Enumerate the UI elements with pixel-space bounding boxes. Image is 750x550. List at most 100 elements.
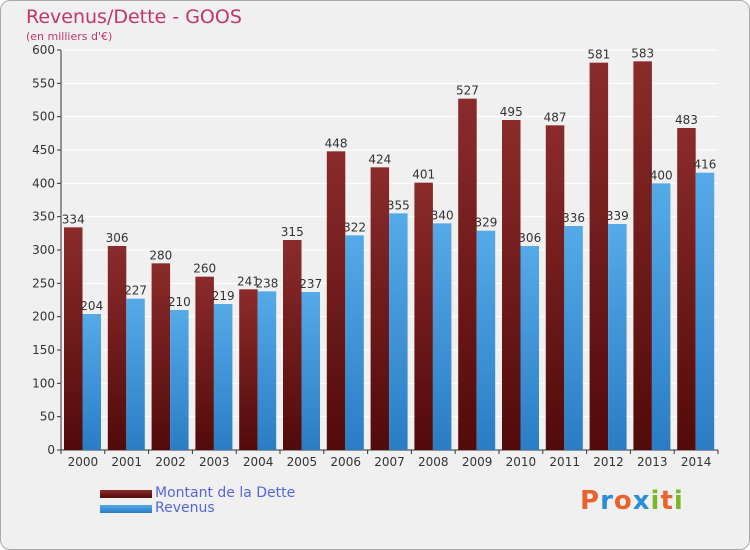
legend-label-dette: Montant de la Dette (155, 485, 296, 501)
y-tick-label: 0 (47, 443, 55, 457)
x-tick-label: 2002 (155, 455, 186, 469)
value-label-dette: 241 (237, 274, 260, 288)
value-label-revenus: 237 (299, 277, 322, 291)
value-label-revenus: 336 (562, 211, 585, 225)
value-label-dette: 581 (587, 48, 610, 62)
logo-letter: P (580, 486, 601, 516)
value-label-revenus: 227 (124, 284, 147, 298)
value-label-revenus: 355 (387, 198, 410, 212)
bar-revenus (389, 213, 408, 450)
logo-letter: t (660, 486, 674, 516)
legend-swatch-dette (100, 490, 152, 498)
value-label-dette: 483 (675, 113, 698, 127)
y-tick-label: 100 (32, 376, 55, 390)
y-tick-label: 350 (32, 210, 55, 224)
value-label-revenus: 400 (650, 168, 673, 182)
y-tick-label: 200 (32, 310, 55, 324)
x-tick-label: 2009 (462, 455, 493, 469)
bar-dette (370, 167, 390, 451)
x-tick-label: 2010 (506, 455, 537, 469)
value-label-revenus: 416 (693, 158, 716, 172)
value-label-dette: 583 (631, 46, 654, 60)
chart-subtitle: (en milliers d'€) (26, 30, 113, 43)
bar-dette (64, 227, 83, 450)
value-label-dette: 315 (281, 225, 304, 239)
bar-dette (195, 276, 214, 450)
x-tick-label: 2001 (111, 455, 142, 469)
y-tick-label: 450 (32, 143, 55, 157)
x-tick-label: 2003 (199, 455, 230, 469)
logo-letter: o (613, 486, 633, 516)
value-label-dette: 448 (325, 136, 348, 150)
bar-dette (283, 240, 302, 450)
value-label-dette: 260 (193, 262, 216, 276)
proxiti-logo: Proxiti (580, 486, 684, 516)
value-label-revenus: 210 (168, 295, 191, 309)
value-label-revenus: 306 (518, 231, 541, 245)
bar-revenus (345, 235, 364, 450)
y-tick-label: 550 (32, 76, 55, 90)
value-label-revenus: 322 (343, 220, 366, 234)
bar-dette (107, 246, 127, 450)
legend: Montant de la Dette Revenus (100, 485, 360, 516)
bar-dette (326, 151, 346, 451)
bar-dette (545, 125, 565, 450)
y-tick-label: 600 (32, 43, 55, 57)
value-label-dette: 527 (456, 84, 479, 98)
value-label-dette: 495 (500, 105, 523, 119)
value-label-dette: 487 (544, 110, 567, 124)
value-label-dette: 334 (62, 212, 85, 226)
bar-dette (502, 120, 521, 450)
y-tick-label: 50 (40, 410, 55, 424)
value-label-revenus: 339 (606, 209, 629, 223)
legend-swatch-revenus (100, 505, 152, 513)
bar-dette (151, 263, 171, 450)
bar-revenus (432, 223, 452, 450)
value-label-revenus: 340 (431, 208, 454, 222)
x-tick-label: 2006 (330, 455, 361, 469)
bar-revenus (651, 183, 671, 451)
bar-dette (414, 182, 433, 450)
bar-revenus (126, 298, 145, 450)
chart-title: Revenus/Dette - GOOS (26, 6, 242, 28)
x-tick-label: 2007 (374, 455, 405, 469)
x-tick-label: 2000 (68, 455, 99, 469)
logo-letter: i (650, 486, 661, 516)
bars (64, 61, 715, 451)
bar-dette (589, 62, 609, 451)
y-tick-label: 400 (32, 176, 55, 190)
logo-letter: i (673, 486, 684, 516)
value-label-revenus: 204 (80, 299, 103, 313)
value-label-revenus: 219 (212, 289, 235, 303)
bar-dette (677, 128, 696, 450)
bar-revenus (170, 310, 189, 450)
bar-revenus (213, 304, 233, 450)
x-tick-label: 2013 (637, 455, 668, 469)
bar-dette (458, 98, 477, 451)
x-tick-label: 2012 (593, 455, 624, 469)
axes: 0 50 100 150 200 250 300 350 400 450 500 550 600 2000… (32, 43, 719, 469)
logo-letter: x (632, 486, 651, 516)
legend-item-dette: Montant de la Dette (100, 485, 360, 501)
bar-revenus (82, 314, 101, 450)
x-tick-label: 2014 (681, 455, 712, 469)
value-label-revenus: 329 (474, 216, 497, 230)
value-label-revenus: 238 (255, 276, 278, 290)
bar-revenus (695, 172, 715, 450)
x-tick-label: 2011 (549, 455, 580, 469)
bar-dette (633, 61, 652, 450)
legend-item-revenus: Revenus (100, 500, 360, 516)
value-label-dette: 424 (368, 152, 391, 166)
y-tick-label: 500 (32, 110, 55, 124)
bar-revenus (301, 292, 320, 450)
bar-revenus (520, 246, 539, 450)
x-tick-label: 2005 (287, 455, 318, 469)
logo-letter: r (600, 486, 614, 516)
x-tick-label: 2004 (243, 455, 274, 469)
value-label-dette: 401 (412, 168, 435, 182)
y-tick-label: 250 (32, 276, 55, 290)
value-label-dette: 306 (106, 231, 129, 245)
bar-revenus (608, 224, 627, 450)
